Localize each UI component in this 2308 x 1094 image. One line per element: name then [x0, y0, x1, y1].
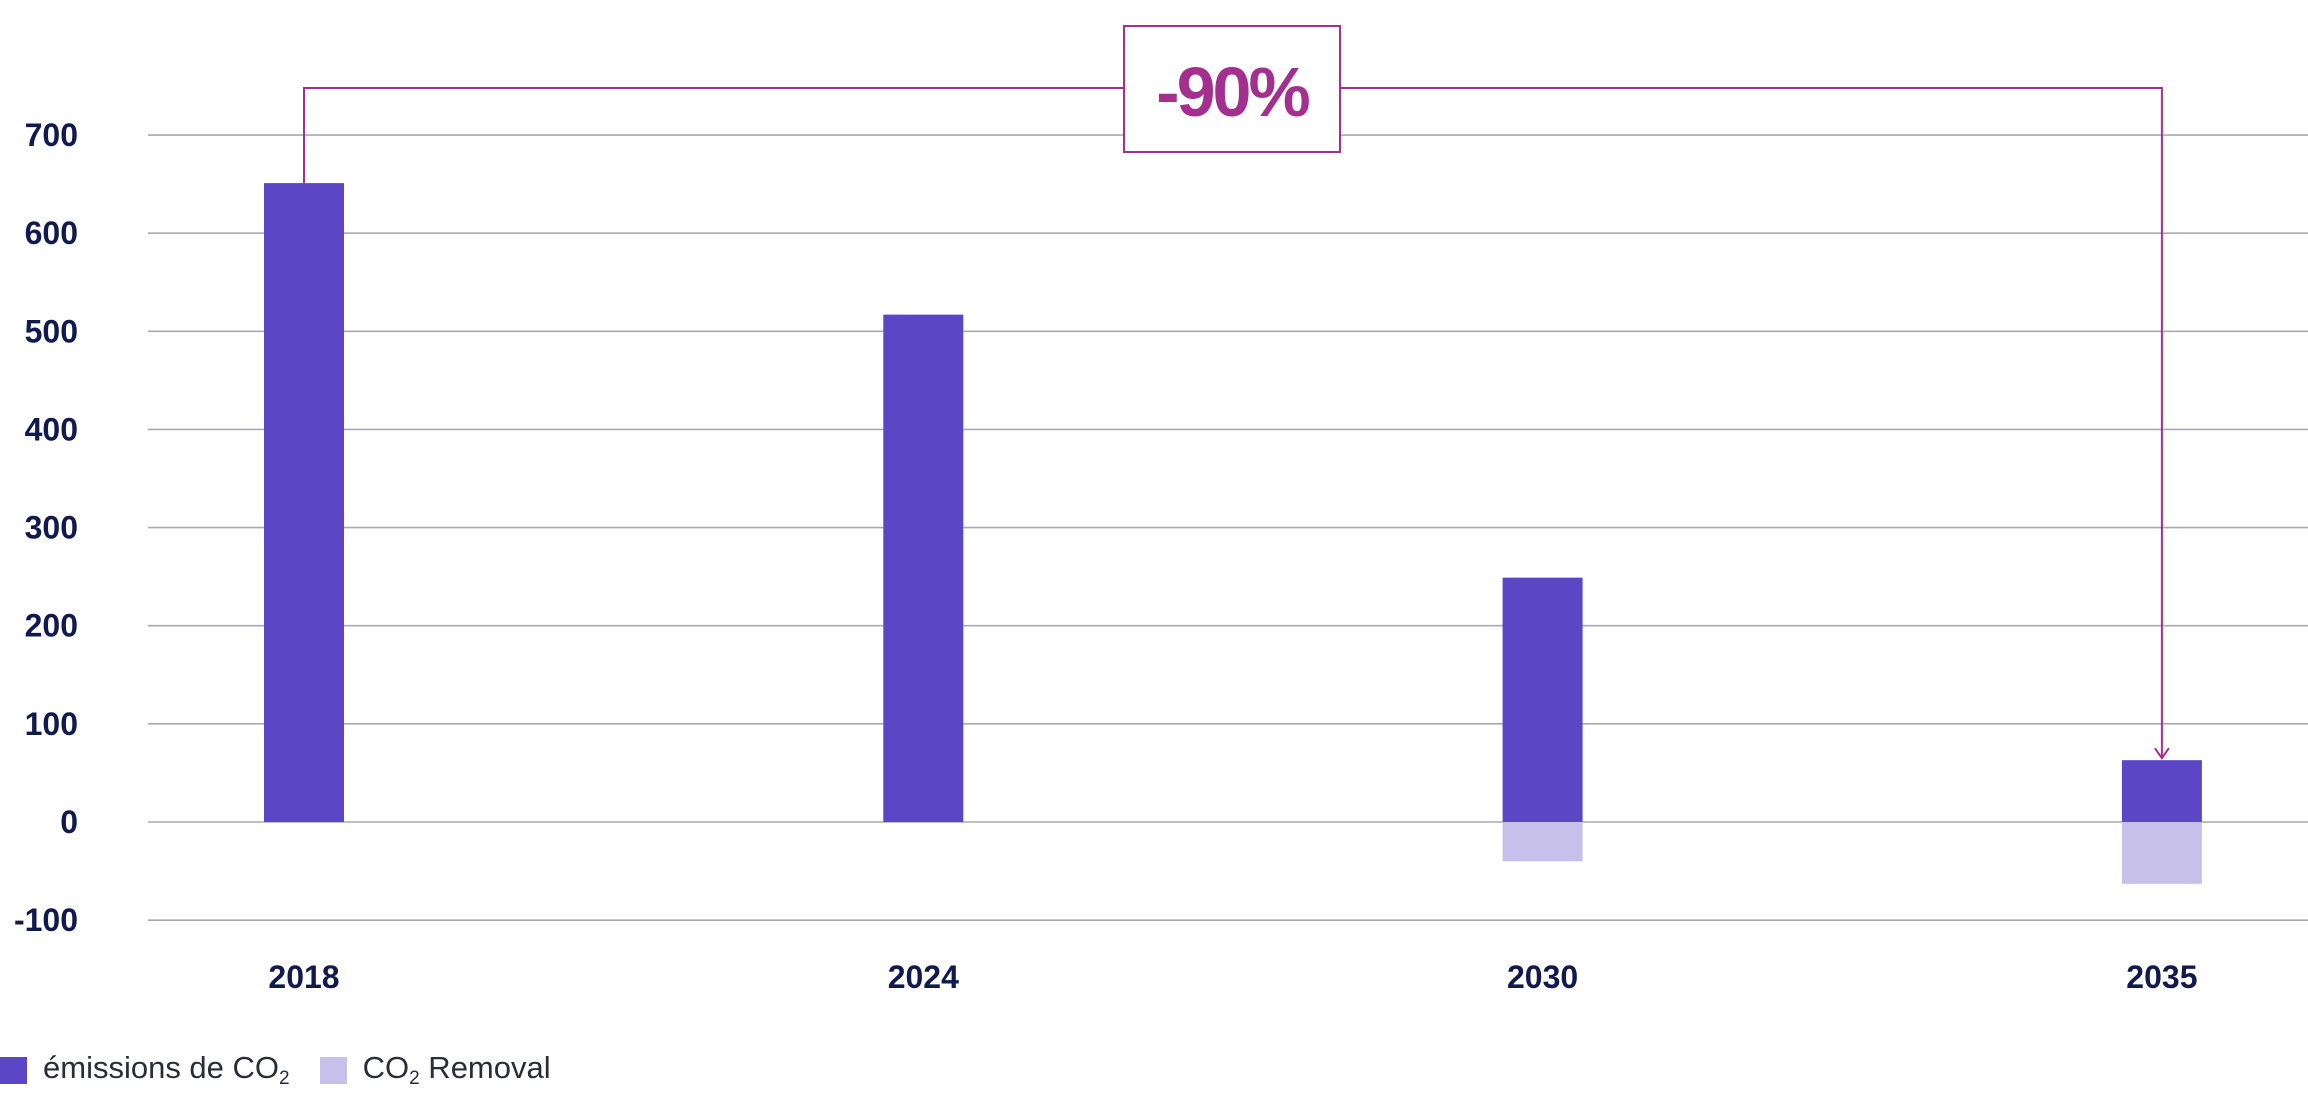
y-tick-label: 200 [25, 608, 78, 644]
x-tick-label: 2035 [2126, 959, 2197, 995]
legend-item-removal: CO2 Removal [319, 1050, 551, 1090]
y-tick-label: 300 [25, 510, 78, 546]
legend-swatch-emissions [0, 1056, 27, 1084]
y-tick-label: 0 [60, 804, 78, 840]
legend: émissions de CO2 CO2 Removal [0, 1050, 581, 1090]
annotation-arrow-head [2154, 747, 2170, 760]
y-tick-label: -100 [14, 902, 78, 938]
legend-item-emissions: émissions de CO2 [0, 1050, 290, 1090]
bar-emissions-2030 [1502, 577, 1583, 822]
annotation-bracket-right [1340, 87, 2163, 759]
bar-removal-2030 [1502, 822, 1583, 862]
legend-label-removal: CO2 Removal [362, 1050, 551, 1089]
y-axis: -100 0 100 200 300 400 500 600 700 [14, 117, 78, 938]
bar-emissions-2018 [264, 183, 344, 823]
bar-emissions-2024 [883, 314, 964, 822]
legend-swatch-removal [319, 1056, 347, 1084]
annotation-label: -90% [1156, 53, 1309, 131]
legend-label-emissions: émissions de CO2 [43, 1050, 290, 1089]
x-tick-label: 2030 [1507, 959, 1578, 995]
x-axis: 2018 2024 2030 2035 [268, 959, 2197, 995]
bar-removal-2035 [2121, 822, 2202, 884]
annotation-box [1123, 25, 1341, 153]
grid-lines [148, 134, 2308, 921]
x-tick-label: 2018 [268, 959, 339, 995]
y-tick-label: 700 [25, 117, 78, 153]
bar-emissions-2035 [2121, 760, 2202, 822]
bars [264, 183, 2202, 884]
y-tick-label: 100 [25, 706, 78, 742]
reduction-annotation: -90% [303, 25, 2170, 760]
y-tick-label: 600 [25, 215, 78, 251]
annotation-bracket-left [303, 87, 1124, 184]
y-tick-label: 400 [25, 411, 78, 447]
x-tick-label: 2024 [888, 959, 959, 995]
y-tick-label: 500 [25, 313, 78, 349]
